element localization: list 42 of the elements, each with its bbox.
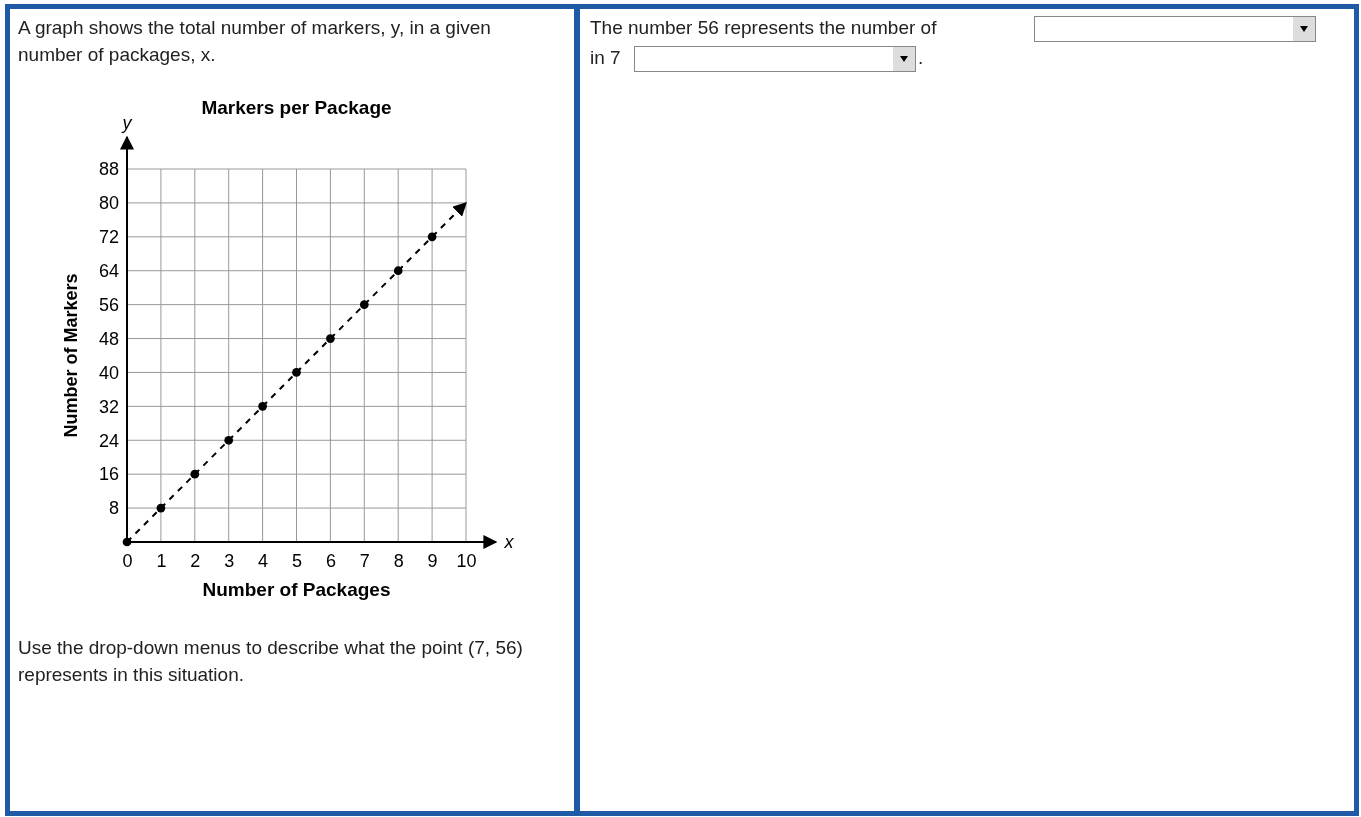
point (122, 537, 132, 547)
text: x (503, 532, 515, 552)
chart-title: Markers per Package (201, 97, 392, 118)
text: Use the drop-down menus to describe what the point (7, 56) represents in this situation. (18, 636, 524, 687)
y-axis-title: Number of Markers (61, 273, 81, 438)
x-tick-label: 10 (456, 550, 477, 571)
y-tick-label: 64 (98, 260, 119, 281)
y-tick-label: 40 (98, 362, 119, 383)
point (190, 469, 200, 479)
x-tick-label: 9 (427, 550, 438, 571)
point (292, 368, 301, 377)
text: in 7 (590, 46, 622, 70)
y-tick-label: 56 (98, 294, 119, 315)
point (156, 503, 166, 513)
y-tick-label: 48 (98, 328, 119, 349)
x-tick-label: 5 (291, 550, 303, 571)
point (258, 402, 267, 411)
text: The number 56 represents the number of (590, 16, 938, 40)
y-tick-label: 8 (108, 498, 119, 519)
point (359, 300, 369, 309)
x-tick-label: 3 (224, 550, 235, 571)
point (224, 435, 234, 445)
point (427, 232, 437, 242)
x-tick-label: 2 (190, 550, 201, 571)
y-tick-label: 88 (98, 159, 119, 180)
x-tick-label: 0 (122, 550, 133, 571)
text: . (918, 46, 925, 70)
x-tick-label: 4 (258, 550, 269, 571)
y-tick-label: 24 (98, 430, 119, 451)
y-tick-label: 16 (98, 464, 119, 485)
x-tick-label: 7 (359, 550, 370, 571)
point (326, 334, 335, 343)
x-axis-title: Number of Packages (202, 579, 391, 600)
text: y (120, 113, 133, 133)
point (393, 266, 403, 276)
x-tick-label: 6 (325, 550, 336, 571)
y-tick-label: 72 (98, 227, 119, 248)
y-tick-label: 80 (98, 193, 119, 214)
x-tick-label: 8 (393, 550, 404, 571)
y-tick-label: 32 (98, 396, 119, 417)
text: A graph shows the total number of markers, y, in a given number of packages, x. (18, 16, 492, 67)
x-tick-label: 1 (156, 550, 167, 571)
